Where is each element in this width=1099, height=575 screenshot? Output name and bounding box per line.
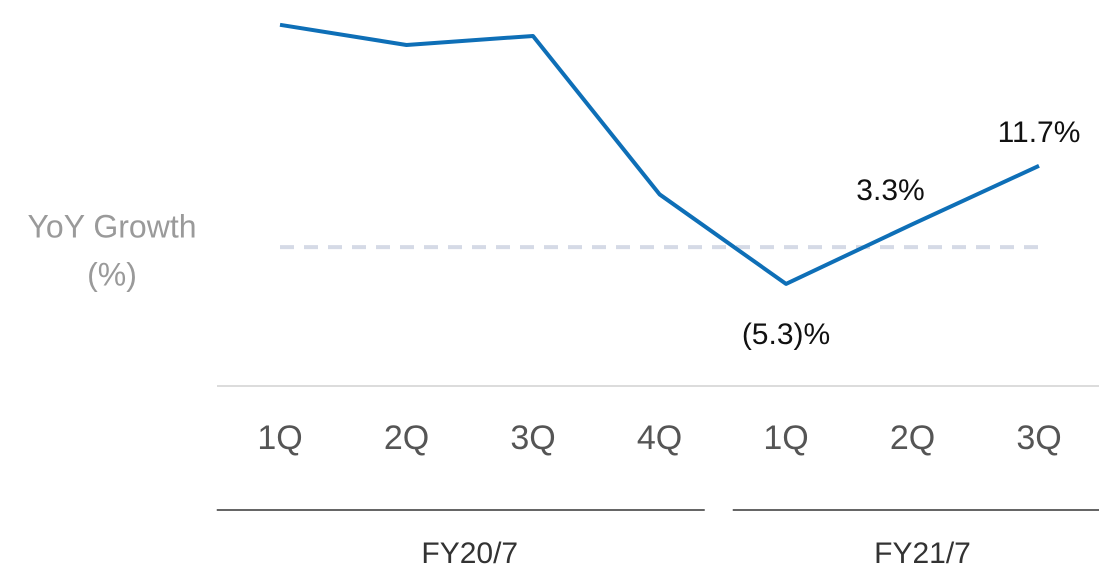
y-axis-label: YoY Growth	[28, 208, 197, 244]
x-tick-label: 4Q	[637, 419, 682, 457]
x-tick-label: 2Q	[890, 419, 935, 457]
data-label: 3.3%	[856, 174, 924, 207]
group-label: FY21/7	[874, 537, 971, 570]
group-label: FY20/7	[421, 537, 518, 570]
x-tick-label: 2Q	[384, 419, 429, 457]
x-tick-label: 1Q	[257, 419, 302, 457]
data-label: 11.7%	[998, 116, 1081, 149]
line	[279, 22, 1040, 286]
x-tick-label: 3Q	[510, 419, 555, 457]
x-tick-label: 3Q	[1016, 419, 1061, 457]
y-axis-label: (%)	[87, 256, 137, 292]
x-tick-label: 1Q	[763, 419, 808, 457]
data-label: (5.3)%	[742, 318, 830, 351]
